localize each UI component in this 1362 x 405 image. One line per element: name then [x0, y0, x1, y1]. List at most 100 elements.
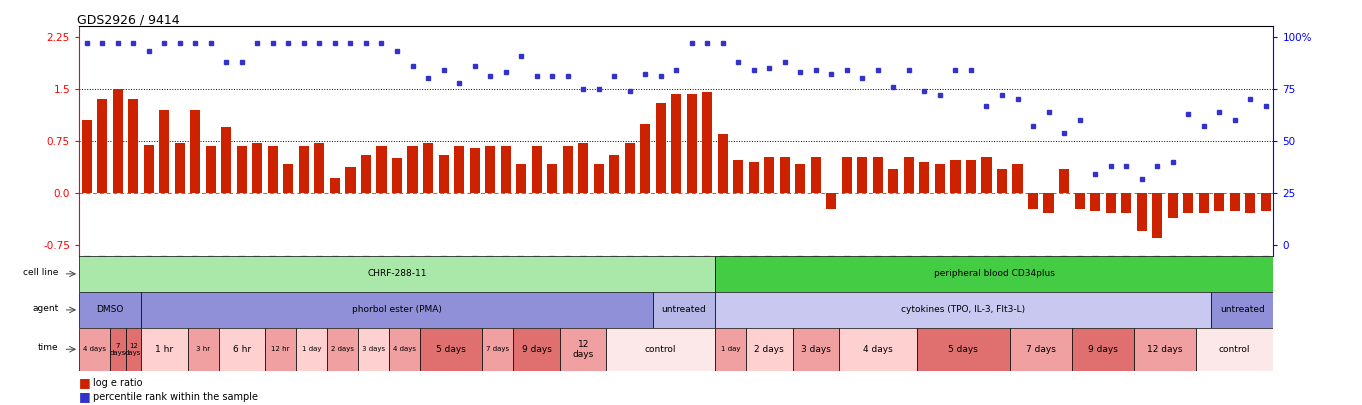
Text: 1 day: 1 day	[720, 346, 741, 352]
Bar	[764, 157, 775, 193]
Bar	[421, 328, 482, 371]
Bar	[888, 169, 899, 193]
Text: 7
days: 7 days	[109, 343, 125, 356]
Bar	[1199, 193, 1208, 213]
Text: 12 days: 12 days	[1147, 345, 1182, 354]
Bar	[142, 328, 188, 371]
Bar	[513, 328, 560, 371]
Text: 12
days: 12 days	[572, 339, 594, 359]
Bar	[144, 145, 154, 193]
Bar	[1245, 193, 1256, 213]
Bar	[390, 328, 421, 371]
Text: percentile rank within the sample: percentile rank within the sample	[93, 392, 257, 402]
Bar	[563, 146, 572, 193]
Bar	[1075, 193, 1084, 209]
Text: 5 days: 5 days	[948, 345, 978, 354]
Bar	[174, 143, 185, 193]
Bar	[842, 157, 851, 193]
Bar	[191, 110, 200, 193]
Text: 9 days: 9 days	[522, 345, 552, 354]
Text: 1 day: 1 day	[302, 346, 321, 352]
Bar	[997, 169, 1007, 193]
Bar	[159, 110, 169, 193]
Bar	[1043, 193, 1054, 213]
Text: 7 days: 7 days	[1026, 345, 1056, 354]
Bar	[560, 328, 606, 371]
Bar	[873, 157, 883, 193]
Text: 7 days: 7 days	[486, 346, 509, 352]
Bar	[655, 103, 666, 193]
Bar	[358, 328, 390, 371]
Bar	[1214, 193, 1224, 211]
Bar	[79, 256, 715, 292]
Text: 12
days: 12 days	[125, 343, 142, 356]
Bar	[715, 328, 746, 371]
Bar	[392, 158, 402, 193]
Text: phorbol ester (PMA): phorbol ester (PMA)	[351, 305, 441, 314]
Bar	[188, 328, 219, 371]
Bar	[298, 146, 309, 193]
Bar	[516, 164, 526, 193]
Text: agent: agent	[33, 304, 59, 313]
Bar	[268, 146, 278, 193]
Text: cell line: cell line	[23, 268, 59, 277]
Bar	[917, 328, 1009, 371]
Bar	[919, 162, 929, 193]
Bar	[548, 164, 557, 193]
Bar	[327, 328, 358, 371]
Bar	[1009, 328, 1072, 371]
Bar	[609, 155, 620, 193]
Bar	[407, 146, 418, 193]
Bar	[485, 146, 496, 193]
Bar	[283, 164, 293, 193]
Bar	[82, 120, 91, 193]
Bar	[1230, 193, 1239, 211]
Text: 4 days: 4 days	[864, 345, 892, 354]
Text: cytokines (TPO, IL-3, Flt3-L): cytokines (TPO, IL-3, Flt3-L)	[902, 305, 1026, 314]
Bar	[793, 328, 839, 371]
Text: 3 days: 3 days	[801, 345, 831, 354]
Bar	[1152, 193, 1162, 239]
Bar	[113, 89, 123, 193]
Bar	[749, 162, 759, 193]
Bar	[827, 193, 836, 209]
Bar	[718, 134, 727, 193]
Bar	[1136, 193, 1147, 232]
Bar	[424, 143, 433, 193]
Text: 3 hr: 3 hr	[196, 346, 210, 352]
Bar	[237, 146, 247, 193]
Bar	[671, 94, 681, 193]
Bar	[1211, 292, 1273, 328]
Bar	[1090, 193, 1100, 211]
Text: GDS2926 / 9414: GDS2926 / 9414	[76, 13, 180, 26]
Bar	[951, 160, 960, 193]
Text: 1 hr: 1 hr	[155, 345, 173, 354]
Text: DMSO: DMSO	[97, 305, 124, 314]
Text: 9 days: 9 days	[1088, 345, 1118, 354]
Text: ■: ■	[79, 376, 91, 389]
Bar	[594, 164, 603, 193]
Text: control: control	[1219, 345, 1250, 354]
Text: untreated: untreated	[662, 305, 707, 314]
Bar	[795, 164, 805, 193]
Text: CHRF-288-11: CHRF-288-11	[368, 269, 426, 278]
Bar	[361, 155, 370, 193]
Bar	[715, 256, 1273, 292]
Bar	[470, 148, 479, 193]
Text: 2 days: 2 days	[331, 346, 354, 352]
Text: peripheral blood CD34plus: peripheral blood CD34plus	[934, 269, 1054, 278]
Text: 2 days: 2 days	[755, 345, 785, 354]
Bar	[296, 328, 327, 371]
Bar	[733, 160, 744, 193]
Bar	[501, 146, 511, 193]
Text: untreated: untreated	[1220, 305, 1265, 314]
Bar	[810, 157, 821, 193]
Bar	[746, 328, 793, 371]
Bar	[1196, 328, 1273, 371]
Bar	[652, 292, 715, 328]
Bar	[206, 146, 217, 193]
Bar	[79, 292, 142, 328]
Bar	[703, 92, 712, 193]
Text: control: control	[646, 345, 677, 354]
Text: 6 hr: 6 hr	[233, 345, 251, 354]
